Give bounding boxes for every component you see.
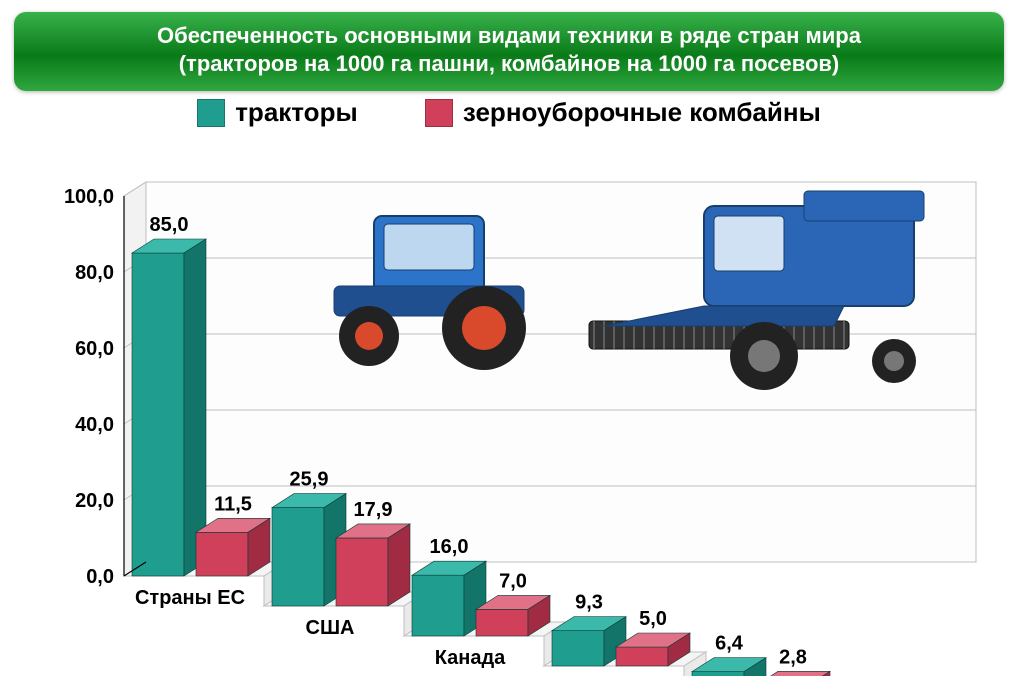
legend-swatch-tractors [197, 99, 225, 127]
chart-svg: 0,0 20,0 40,0 60,0 80,0 100,0 85,0 11,5 Страны Е… [14, 136, 1004, 676]
legend-swatch-combines [425, 99, 453, 127]
svg-text:2,8: 2,8 [779, 646, 807, 668]
svg-text:85,0: 85,0 [150, 214, 189, 236]
legend-label-combines: зерноуборочные комбайны [463, 97, 821, 128]
legend-item-combines: зерноуборочные комбайны [425, 97, 821, 128]
svg-text:60,0: 60,0 [75, 338, 114, 360]
svg-text:17,9: 17,9 [354, 498, 393, 520]
svg-text:80,0: 80,0 [75, 262, 114, 284]
svg-text:40,0: 40,0 [75, 414, 114, 436]
svg-text:25,9: 25,9 [290, 468, 329, 490]
svg-text:США: США [306, 617, 355, 639]
svg-text:3,6: 3,6 [855, 673, 883, 676]
bar-chart: 0,0 20,0 40,0 60,0 80,0 100,0 85,0 11,5 Страны Е… [14, 136, 1004, 676]
legend: тракторы зерноуборочные комбайны [0, 97, 1018, 134]
title-line-1: Обеспеченность основными видами техники … [34, 22, 984, 50]
svg-text:9,3: 9,3 [575, 591, 603, 613]
svg-text:100,0: 100,0 [64, 186, 114, 208]
svg-text:7,0: 7,0 [499, 570, 527, 592]
svg-text:5,0: 5,0 [639, 608, 667, 630]
title-line-2: (тракторов на 1000 га пашни, комбайнов н… [34, 50, 984, 78]
svg-text:0,0: 0,0 [86, 566, 114, 588]
svg-text:6,4: 6,4 [715, 632, 744, 654]
legend-label-tractors: тракторы [235, 97, 357, 128]
svg-text:Канада: Канада [435, 647, 506, 669]
svg-text:16,0: 16,0 [430, 536, 469, 558]
svg-text:20,0: 20,0 [75, 490, 114, 512]
svg-text:Страны ЕС: Страны ЕС [135, 587, 245, 609]
svg-text:11,5: 11,5 [214, 493, 252, 515]
title-banner: Обеспеченность основными видами техники … [14, 12, 1004, 91]
legend-item-tractors: тракторы [197, 97, 357, 128]
